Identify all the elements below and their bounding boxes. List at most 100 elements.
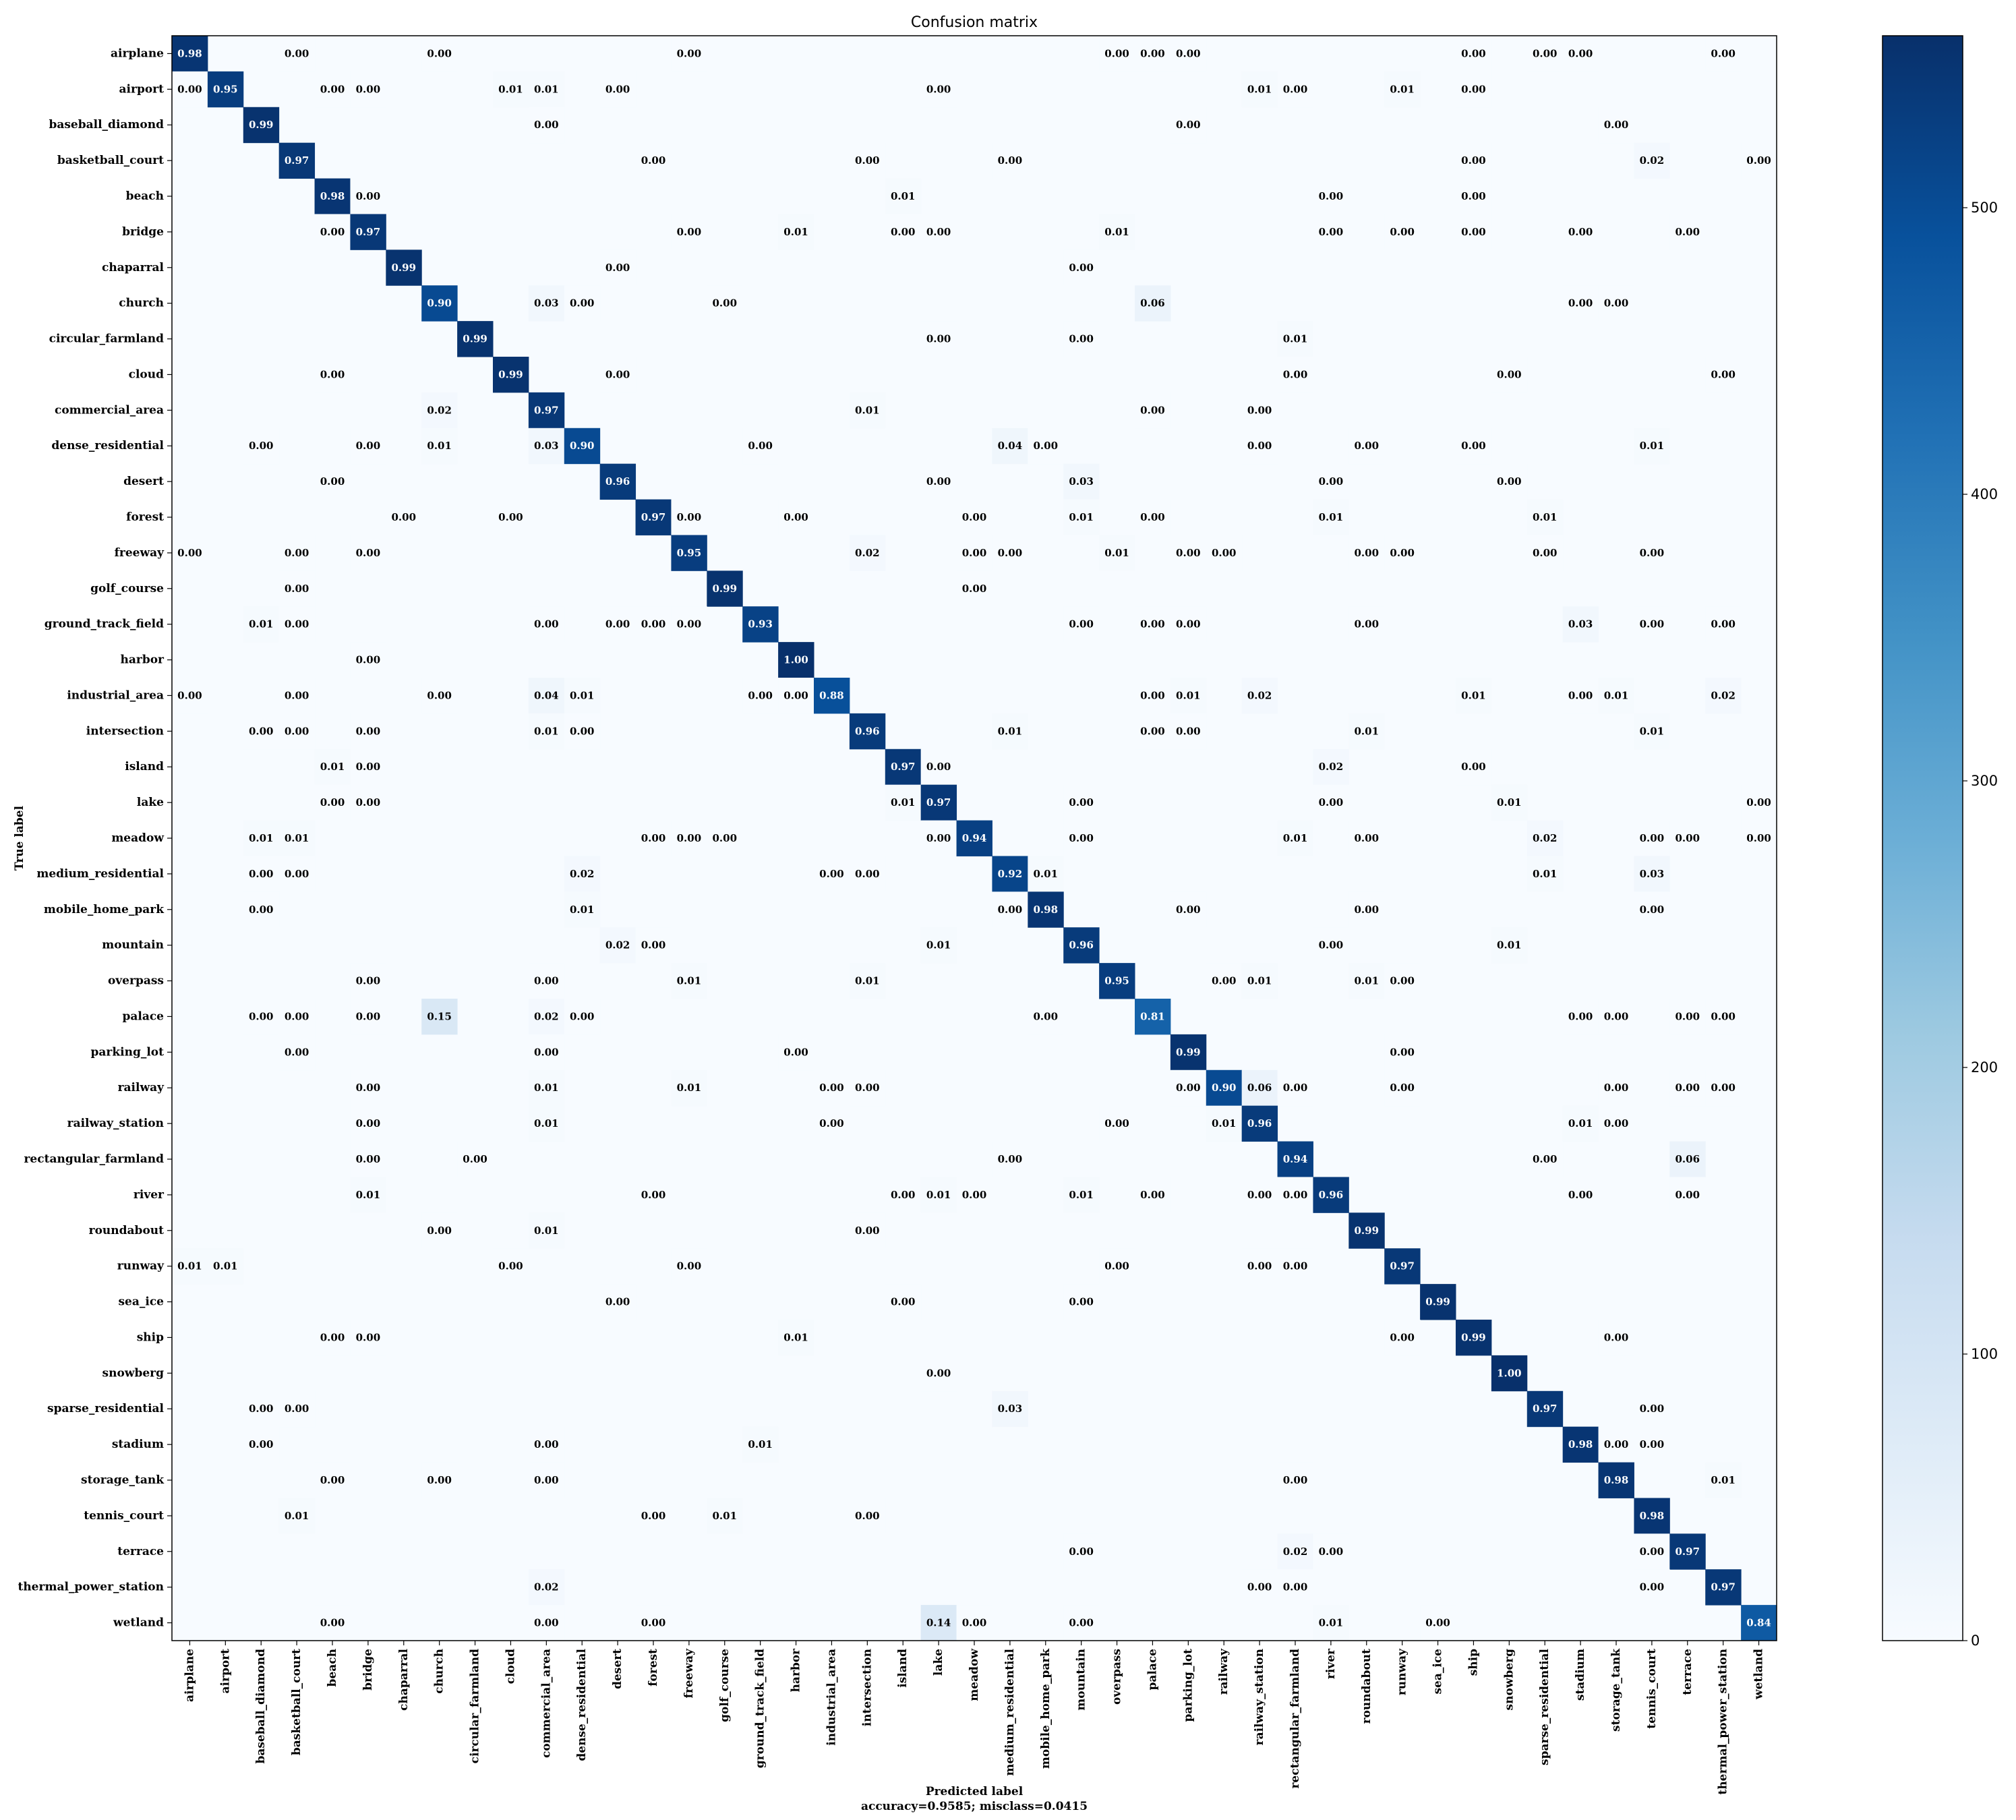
cell-value-label: 0.99	[1176, 1046, 1201, 1058]
cell-value-label: 0.03	[998, 1403, 1023, 1415]
matrix-cell	[1634, 428, 1670, 465]
matrix-cell	[1241, 1105, 1278, 1142]
cell-value-label: 0.01	[1319, 511, 1344, 523]
cell-value-label: 0.95	[213, 83, 238, 95]
matrix-cell	[528, 107, 565, 144]
cell-value-label: 0.00	[249, 1438, 274, 1450]
matrix-cell	[1384, 963, 1421, 999]
matrix-cell	[956, 1177, 992, 1213]
cell-value-label: 0.01	[1247, 83, 1272, 95]
matrix-cell	[1206, 963, 1243, 999]
cell-value-label: 0.00	[1390, 547, 1415, 559]
matrix-cell	[849, 1212, 886, 1249]
matrix-cell	[1634, 856, 1670, 892]
cell-value-label: 0.01	[213, 1260, 238, 1272]
y-tick-label: airplane	[111, 47, 164, 60]
matrix-cell	[1313, 178, 1349, 214]
cell-value-label: 0.97	[356, 226, 381, 238]
cell-value-label: 0.00	[1640, 1438, 1665, 1450]
y-tick-label: basketball_court	[57, 154, 164, 167]
matrix-cell	[920, 321, 957, 357]
matrix-cell	[1099, 1248, 1135, 1285]
cell-value-label: 0.00	[1140, 618, 1165, 630]
matrix-cell	[421, 36, 458, 72]
cell-value-label: 0.00	[1319, 796, 1344, 809]
x-tick-label: airport	[218, 1649, 232, 1694]
matrix-cell	[1063, 1284, 1100, 1320]
matrix-cell	[1135, 678, 1171, 714]
y-tick-label: snowberg	[102, 1366, 165, 1380]
x-tick-label: basketball_court	[290, 1649, 303, 1755]
matrix-cell	[350, 748, 386, 786]
matrix-cell	[172, 71, 208, 108]
matrix-cell	[350, 1105, 386, 1142]
matrix-cell	[778, 678, 814, 714]
cell-value-label: 0.00	[1176, 1082, 1201, 1094]
cell-value-label: 0.96	[855, 725, 880, 737]
matrix-cell	[1562, 36, 1599, 72]
matrix-cell	[1634, 535, 1670, 571]
cell-value-label: 0.00	[498, 1260, 523, 1272]
matrix-cell	[243, 428, 280, 465]
matrix-cell	[1277, 1141, 1313, 1177]
matrix-cell	[564, 678, 601, 714]
cell-value-label: 0.00	[1034, 1010, 1059, 1022]
cell-value-label: 0.00	[1604, 1010, 1629, 1022]
cell-value-label: 0.92	[998, 868, 1023, 880]
matrix-cell	[1206, 1105, 1243, 1142]
cell-value-label: 0.00	[463, 1153, 487, 1165]
cell-value-label: 0.00	[605, 262, 630, 274]
cell-value-label: 0.00	[356, 654, 381, 666]
cell-value-label: 0.00	[1069, 618, 1094, 630]
matrix-cell	[671, 963, 707, 999]
cell-value-label: 0.93	[748, 618, 773, 630]
matrix-cell	[314, 214, 351, 250]
matrix-cell	[564, 999, 601, 1035]
matrix-cell	[1348, 535, 1385, 571]
colorbar-tick-label: 0	[1971, 1633, 1980, 1649]
x-tick-label: railway	[1217, 1648, 1231, 1695]
matrix-cell	[1063, 606, 1100, 643]
cell-value-label: 0.00	[1319, 939, 1344, 951]
cell-value-label: 0.00	[1461, 190, 1486, 202]
cell-value-label: 0.01	[1461, 689, 1486, 701]
cell-value-label: 0.00	[177, 547, 202, 559]
x-tick-label: mobile_home_park	[1039, 1648, 1053, 1769]
cell-value-label: 0.01	[1497, 796, 1522, 809]
matrix-cell	[671, 214, 707, 250]
y-tick-label: ship	[137, 1330, 164, 1344]
x-tick-label: runway	[1396, 1648, 1409, 1695]
cell-value-label: 0.00	[1711, 1010, 1736, 1022]
matrix-cell	[1028, 856, 1064, 892]
matrix-cell	[1384, 214, 1421, 250]
cell-value-label: 0.01	[1176, 689, 1201, 701]
cell-value-label: 0.00	[962, 583, 987, 595]
cell-value-label: 0.00	[641, 154, 666, 167]
matrix-cell	[528, 1605, 565, 1641]
cell-value-label: 0.00	[677, 511, 702, 523]
matrix-cell	[1669, 1141, 1706, 1177]
matrix-cell	[742, 1426, 779, 1463]
cell-value-label: 0.00	[1568, 226, 1593, 238]
cell-value-label: 0.01	[855, 975, 880, 987]
matrix-cell	[1384, 1320, 1421, 1356]
matrix-cell	[278, 142, 316, 179]
cell-value-label: 0.00	[962, 1617, 987, 1629]
matrix-cell	[314, 463, 351, 500]
matrix-cell	[1135, 999, 1171, 1035]
matrix-cell	[920, 71, 957, 108]
cell-value-label: 0.00	[1533, 1153, 1558, 1165]
matrix-cell	[1313, 214, 1349, 250]
matrix-cell	[1634, 1390, 1670, 1428]
cell-value-label: 0.00	[677, 618, 702, 630]
matrix-cell	[1241, 963, 1278, 999]
cell-value-label: 0.00	[1104, 1117, 1129, 1129]
cell-value-label: 0.00	[926, 832, 951, 844]
cell-value-label: 0.01	[1390, 83, 1415, 95]
matrix-cell	[314, 1462, 351, 1498]
matrix-cell	[1348, 428, 1385, 465]
cell-value-label: 0.00	[1390, 1046, 1415, 1058]
x-tick-label: intersection	[860, 1649, 874, 1726]
cell-value-label: 0.01	[534, 725, 559, 737]
cell-value-label: 0.00	[998, 1153, 1023, 1165]
